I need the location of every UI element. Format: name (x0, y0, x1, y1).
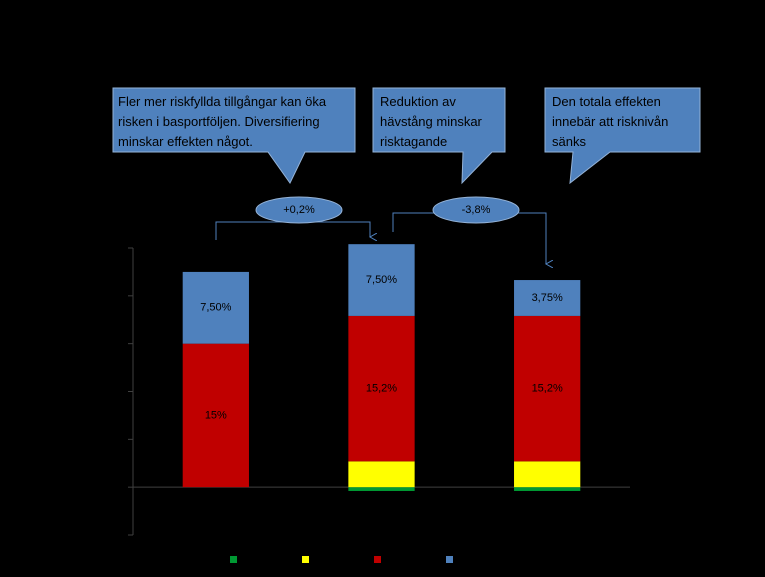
bar-segment (514, 461, 581, 488)
legend-swatch (446, 556, 453, 563)
legend-swatch (374, 556, 381, 563)
change-label: +0,2% (283, 204, 315, 216)
connector (215, 221, 370, 240)
value-label: 7,50% (200, 302, 231, 314)
bar-segment (348, 461, 415, 488)
callout-box (544, 87, 701, 185)
callout-text: Fler mer riskfyllda tillgångar kan öka r… (118, 94, 327, 149)
callout-text-box: Den totala effekten innebär att risknivå… (552, 94, 669, 149)
legend-swatch (302, 556, 309, 563)
value-label: 3,75% (532, 292, 563, 304)
callouts: Fler mer riskfyllda tillgångar kan öka r… (112, 87, 701, 264)
bar-segment (182, 271, 249, 344)
bar-segment (182, 343, 249, 488)
bar-segment (348, 315, 415, 462)
callout-text-box: Reduktion av hävstång minskar risktagand… (380, 94, 482, 149)
value-label: 15,2% (532, 383, 563, 395)
bar-segment (348, 487, 415, 491)
value-label: 7,50% (366, 274, 397, 286)
callout-box (112, 87, 356, 184)
callout-box (372, 87, 506, 185)
callout-text: Den totala effekten innebär att risknivå… (552, 94, 669, 149)
bar-segment (514, 315, 581, 462)
value-label: 15% (205, 409, 227, 421)
bar-segment (514, 487, 581, 491)
bar-segment (514, 280, 581, 316)
bar-segment (348, 244, 415, 316)
change-oval (432, 196, 520, 224)
change-label: -3,8% (462, 204, 491, 216)
callout-text: Reduktion av hävstång minskar risktagand… (380, 94, 482, 149)
change-oval (255, 196, 343, 224)
value-label: 15,2% (366, 383, 397, 395)
callout-text-box: Fler mer riskfyllda tillgångar kan öka r… (118, 94, 327, 149)
legend-swatch (230, 556, 237, 563)
